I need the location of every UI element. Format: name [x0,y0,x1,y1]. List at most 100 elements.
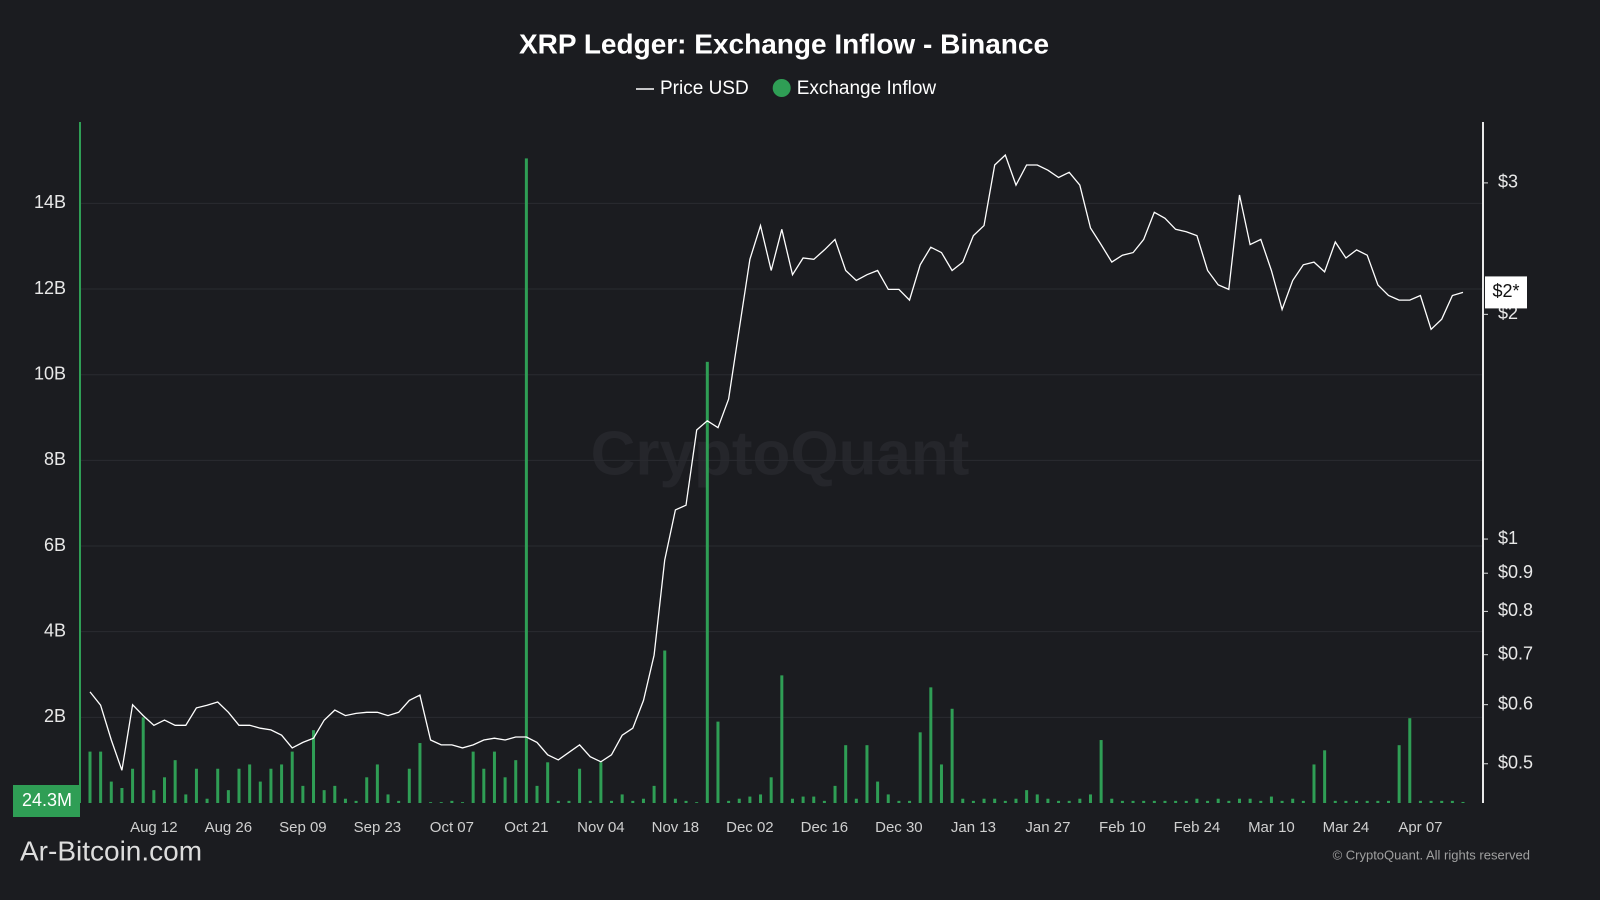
bar [833,785,837,803]
bar [610,800,614,803]
bar [365,777,369,803]
bar [673,798,677,803]
x-tick-label: Mar 24 [1323,819,1370,836]
source-site: Ar-Bitcoin.com [20,835,202,866]
bar [982,798,986,803]
bar [801,796,805,803]
bar [812,796,816,803]
bar [844,745,848,803]
bar [439,802,443,803]
bar [343,798,347,803]
bar [1099,740,1103,803]
bar [1152,800,1156,803]
bar [1450,800,1454,803]
bar [971,800,975,803]
bar [705,361,709,803]
x-tick-label: Jan 27 [1025,819,1070,836]
y-tick-label: 12B [34,278,66,298]
bar [1312,764,1316,803]
bar [1227,800,1231,803]
bar [503,777,507,803]
bar [897,800,901,803]
bar [1003,800,1007,803]
bar [716,721,720,803]
bar [993,798,997,803]
bar [226,790,230,803]
bar [780,675,784,803]
x-tick-label: Feb 24 [1174,819,1221,836]
bar [822,800,826,803]
bar [1184,800,1188,803]
bar [1035,794,1039,803]
legend-label: Price USD [660,78,749,99]
bar [1291,798,1295,803]
bar [407,768,411,803]
bar [1355,800,1359,803]
bar [1174,800,1178,803]
bar [790,798,794,803]
bar [759,794,763,803]
chart-title: XRP Ledger: Exchange Inflow - Binance [519,28,1049,59]
bar [631,800,635,803]
bar [1259,800,1263,803]
bar [929,687,933,803]
bar [695,802,699,803]
bar [1344,800,1348,803]
bar [727,800,731,803]
bar [492,751,496,803]
bar [620,794,624,803]
x-tick-label: Aug 12 [130,819,178,836]
bar [1025,790,1029,803]
x-tick-label: Dec 02 [726,819,774,836]
bar [1046,798,1050,803]
bar [1408,718,1412,803]
price-line [89,153,1464,771]
bar [301,785,305,803]
x-tick-label: Aug 26 [205,819,253,836]
bar [556,800,560,803]
y2-tick-label: $1 [1498,528,1518,548]
bar [461,802,465,803]
bar [1365,800,1369,803]
bar [1078,798,1082,803]
bar [131,768,135,803]
bar [333,785,337,803]
last-value-label: 24.3M [22,790,72,810]
x-tick-label: Sep 23 [354,819,402,836]
bar [684,800,688,803]
bar [939,764,943,803]
bar [1333,800,1337,803]
bar [152,790,156,803]
watermark: CryptoQuant [591,419,970,488]
copyright: © CryptoQuant. All rights reserved [1333,847,1530,862]
y2-tick-label: $0.5 [1498,753,1533,773]
bar [1057,800,1061,803]
bar [578,768,582,803]
bar [163,777,167,803]
bar [1195,798,1199,803]
y-tick-label: 2B [44,706,66,726]
y-tick-label: 4B [44,620,66,640]
bar [1067,800,1071,803]
bar [1376,800,1380,803]
bar [918,732,922,803]
bar [769,777,773,803]
bar [450,800,454,803]
bar [748,796,752,803]
bar [248,764,252,803]
bar [312,730,316,803]
bar [1163,800,1167,803]
bar [1461,801,1465,803]
bar [1301,800,1305,803]
bar [1142,800,1146,803]
last-price-label: $2* [1492,281,1519,301]
x-tick-label: Dec 30 [875,819,923,836]
y2-tick-label: $0.9 [1498,562,1533,582]
last-value-box [13,785,80,817]
bar [737,798,741,803]
bar [194,768,198,803]
x-tick-label: Feb 10 [1099,819,1146,836]
bar [663,650,667,803]
